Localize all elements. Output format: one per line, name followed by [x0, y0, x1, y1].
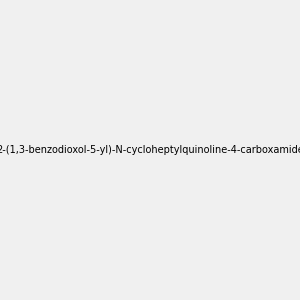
Text: 2-(1,3-benzodioxol-5-yl)-N-cycloheptylquinoline-4-carboxamide: 2-(1,3-benzodioxol-5-yl)-N-cycloheptylqu…: [0, 145, 300, 155]
